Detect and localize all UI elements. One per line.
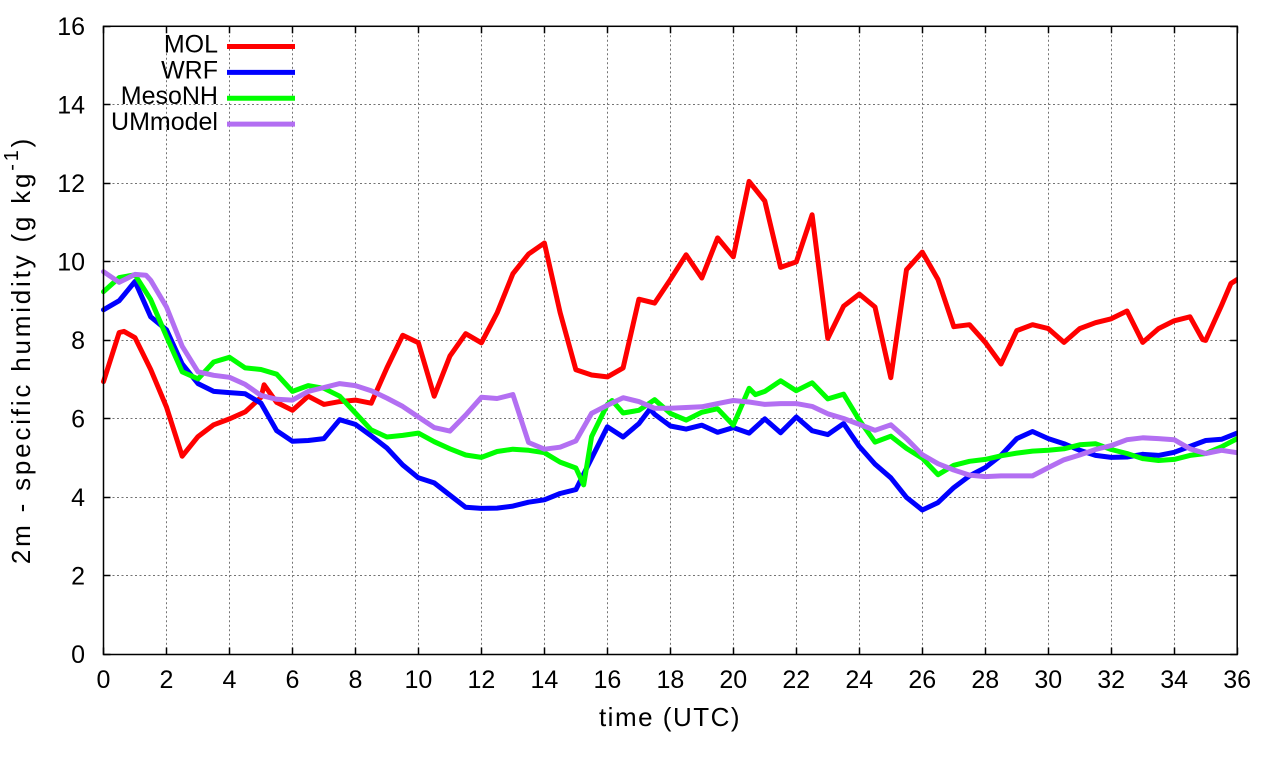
svg-text:24: 24 [845,666,873,694]
svg-text:WRF: WRF [161,56,218,84]
svg-text:2m - specific humidity (g kg-1: 2m - specific humidity (g kg-1) [1,136,36,564]
svg-text:MOL: MOL [164,31,218,59]
svg-text:4: 4 [223,666,237,694]
svg-text:6: 6 [286,666,300,694]
svg-text:0: 0 [71,641,85,669]
svg-text:0: 0 [97,666,111,694]
svg-text:2: 2 [160,666,174,694]
svg-text:4: 4 [71,484,85,512]
svg-text:UMmodel: UMmodel [111,108,218,136]
svg-text:MesoNH: MesoNH [121,82,218,110]
svg-text:28: 28 [971,666,999,694]
svg-text:2: 2 [71,563,85,591]
svg-text:18: 18 [656,666,684,694]
svg-text:12: 12 [467,666,495,694]
svg-text:32: 32 [1097,666,1125,694]
svg-text:8: 8 [348,666,362,694]
svg-text:8: 8 [71,327,85,355]
svg-text:10: 10 [404,666,432,694]
svg-text:time (UTC): time (UTC) [599,702,741,732]
svg-text:26: 26 [908,666,936,694]
svg-text:36: 36 [1223,666,1251,694]
svg-text:16: 16 [593,666,621,694]
svg-text:34: 34 [1160,666,1188,694]
svg-text:20: 20 [719,666,747,694]
svg-text:14: 14 [530,666,558,694]
svg-text:10: 10 [57,248,85,276]
svg-text:16: 16 [57,13,85,41]
svg-text:12: 12 [57,170,85,198]
svg-text:22: 22 [782,666,810,694]
svg-text:14: 14 [57,91,85,119]
svg-text:6: 6 [71,405,85,433]
svg-text:30: 30 [1034,666,1062,694]
